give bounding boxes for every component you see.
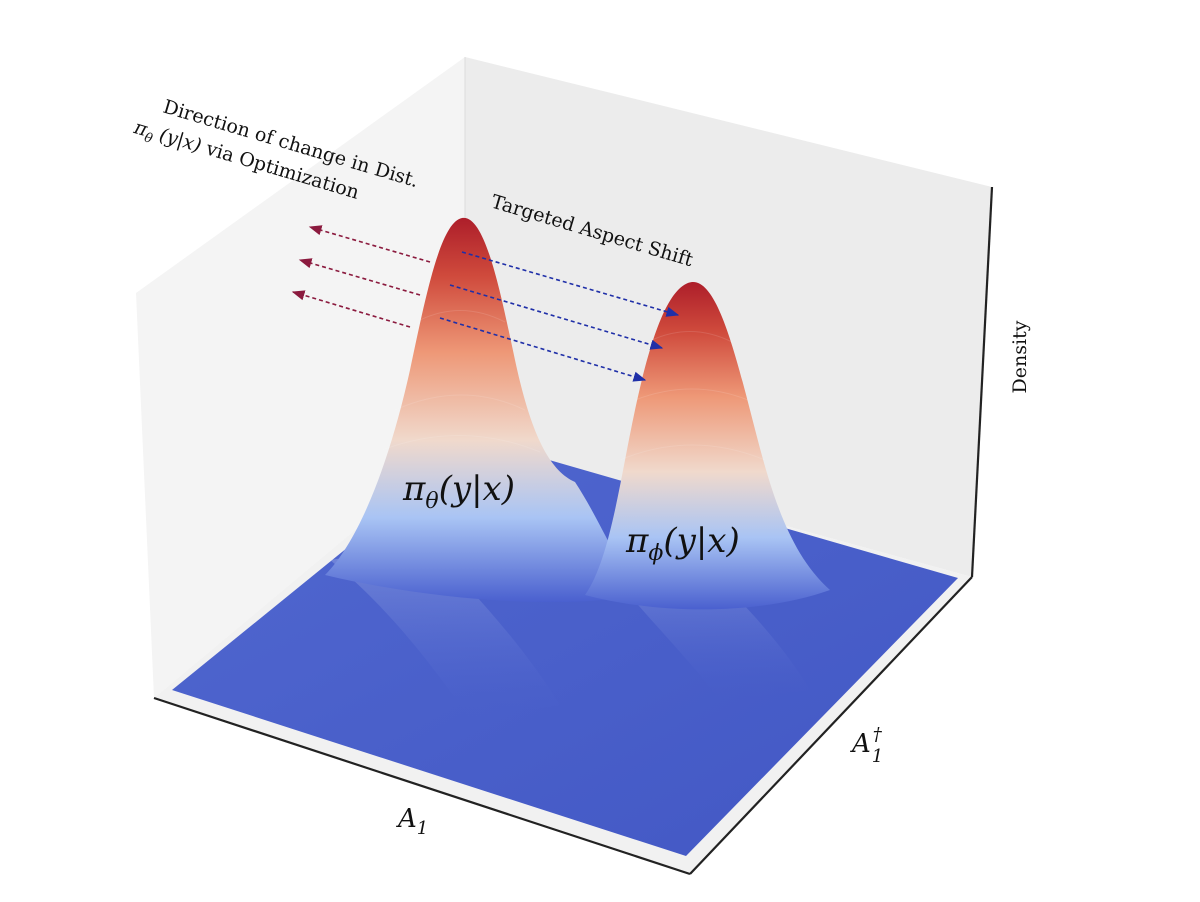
optimization-arrows (291, 225, 431, 328)
y-axis-line (689, 576, 973, 875)
surface-label-phi: πϕ(y|x) (625, 521, 740, 566)
x-axis-line (153, 696, 691, 876)
optimization-arrow-3 (291, 290, 411, 328)
surface-mesh (381, 310, 766, 461)
left-pane (136, 57, 465, 698)
z-axis-label: Density (1009, 320, 1031, 393)
surface-peak-theta (325, 217, 640, 603)
shift-arrows (439, 251, 680, 382)
shift-arrow-2 (449, 284, 664, 350)
shift-arrow-3 (439, 317, 647, 382)
z-axis-line (970, 186, 994, 578)
shift-arrow-1 (461, 251, 680, 317)
z-axis-label-group: Density (1009, 320, 1031, 393)
back-pane (465, 57, 992, 577)
axis-lines (153, 186, 994, 876)
y-axis-label: A † 1 (850, 724, 883, 767)
surface-peak-phi (585, 281, 830, 610)
surface-label-theta: πθ(y|x) (402, 469, 515, 514)
surface-ridge-theta (330, 545, 560, 720)
x-axis-label: A1 (396, 804, 428, 839)
